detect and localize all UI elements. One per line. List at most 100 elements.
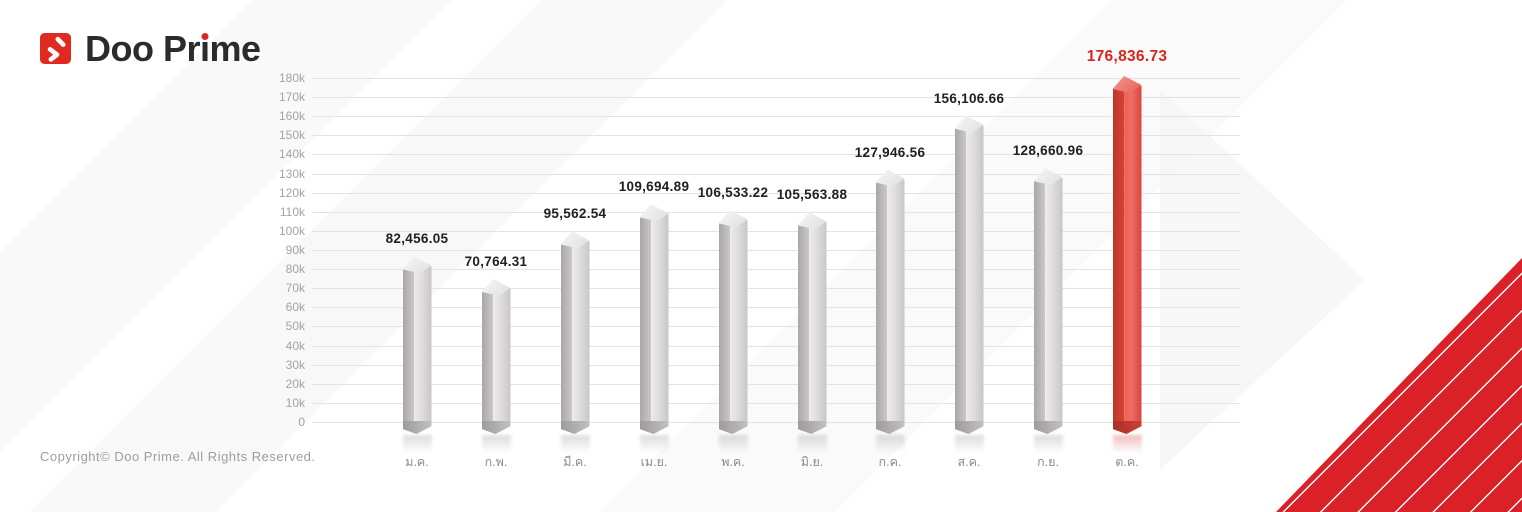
bar-value-label: 176,836.73 (1086, 48, 1168, 65)
x-axis-month-label: มี.ค. (563, 455, 587, 469)
y-axis-tick-label: 140k (278, 147, 305, 162)
bar-reflection (402, 435, 432, 453)
gridline (312, 364, 1240, 366)
x-axis-month-label: พ.ค. (721, 455, 745, 469)
bar-foot (797, 421, 827, 434)
chart-bar (875, 169, 905, 453)
bar-face-front (730, 214, 748, 422)
y-axis-tick-label: 130k (278, 166, 305, 181)
bar-face-front (809, 216, 827, 422)
bar-face-left (1112, 80, 1125, 422)
bar-value-label: 109,694.89 (618, 179, 690, 195)
y-axis-tick-label: 0 (298, 415, 305, 429)
bar-face-left (560, 235, 573, 422)
bar-face-front (651, 208, 669, 422)
y-axis-tick-label: 160k (278, 109, 305, 124)
gridline (312, 250, 1240, 251)
gridline (312, 230, 1240, 232)
y-axis-tick-label: 70k (285, 281, 305, 296)
bar-reflection (875, 435, 905, 453)
bar-value-label: 127,946.56 (854, 144, 926, 160)
bar-foot (875, 421, 905, 434)
bar-foot (402, 421, 432, 434)
chart-bar (797, 212, 827, 453)
logo-text-post: me (209, 28, 262, 69)
logo-text-i: ı (200, 28, 210, 69)
bar-reflection (954, 435, 984, 453)
y-axis-tick-label: 30k (285, 357, 305, 372)
gridline (312, 154, 1240, 156)
bar-value-label: 106,533.22 (697, 185, 769, 201)
bar-face-left (639, 208, 652, 422)
x-axis-month-label: ม.ค. (405, 455, 429, 469)
y-axis-tick-label: 90k (285, 243, 305, 257)
bar-value-label: 70,764.31 (464, 253, 528, 269)
bar-foot (481, 421, 511, 434)
gridline (312, 116, 1240, 118)
gridline (312, 269, 1240, 271)
bar-face-front (1124, 80, 1142, 422)
bar-face-left (875, 173, 888, 422)
chart-bar (481, 278, 511, 453)
gridline (312, 135, 1240, 137)
bar-face-left (797, 216, 810, 422)
y-axis-tick-label: 20k (285, 376, 305, 391)
y-axis-tick-label: 110k (279, 204, 305, 219)
bar-value-label: 105,563.88 (776, 187, 848, 203)
bar-reflection (718, 435, 748, 453)
bar-foot (639, 421, 669, 434)
chart-bar (402, 256, 432, 453)
gridline (312, 402, 1240, 404)
bar-foot (1112, 421, 1142, 434)
y-axis-tick-label: 80k (285, 262, 305, 277)
x-axis-month-label: ส.ค. (957, 455, 981, 469)
x-axis-month-label: ก.ค. (878, 455, 902, 469)
bar-reflection (1112, 435, 1142, 453)
bar-face-left (402, 260, 415, 422)
bar-foot (718, 421, 748, 434)
bar-reflection (639, 435, 669, 453)
y-axis-tick-label: 40k (285, 338, 305, 353)
x-axis-month-label: เม.ย. (640, 455, 668, 469)
bar-value-label: 128,660.96 (1012, 143, 1084, 159)
chart-bar (1033, 168, 1063, 453)
y-axis-tick-label: 170k (278, 90, 305, 105)
gridline (312, 345, 1240, 347)
gridline (312, 173, 1240, 175)
logo-text-pre: Doo Pr (85, 28, 201, 69)
gridline (312, 97, 1240, 99)
bar-foot (560, 421, 590, 434)
bar-reflection (481, 435, 511, 453)
chart-bar (1112, 76, 1142, 453)
chart-bar (639, 204, 669, 453)
gridline (312, 211, 1240, 213)
y-axis-tick-label: 60k (285, 300, 305, 315)
gridline (312, 288, 1240, 290)
x-axis-month-label: ก.พ. (484, 455, 508, 469)
gridline (312, 326, 1240, 328)
y-axis-tick-label: 10k (285, 395, 305, 410)
gridline (312, 383, 1240, 385)
x-axis-month-label: มิ.ย. (800, 455, 824, 469)
x-axis-month-label: ต.ค. (1115, 455, 1139, 469)
doo-prime-logo-text: Doo Pr ı me (85, 28, 262, 69)
x-axis-month-label: ก.ย. (1037, 455, 1059, 469)
bar-reflection (797, 435, 827, 453)
y-axis-tick-label: 100k (278, 223, 305, 238)
y-axis-tick-label: 50k (285, 319, 305, 334)
bar-value-label: 95,562.54 (543, 206, 607, 222)
bar-foot (1033, 421, 1063, 434)
y-axis-tick-label: 150k (278, 128, 305, 143)
bar-face-front (572, 235, 590, 422)
chart-bar (718, 210, 748, 453)
bar-face-front (966, 119, 984, 422)
bar-reflection (1033, 435, 1063, 453)
bar-value-label: 82,456.05 (385, 231, 449, 247)
bar-value-label: 156,106.66 (933, 90, 1005, 106)
copyright-text: Copyright© Doo Prime. All Rights Reserve… (40, 449, 316, 464)
bar-face-front (414, 260, 432, 422)
bar-foot (954, 421, 984, 434)
doo-prime-logo-icon (40, 33, 71, 64)
